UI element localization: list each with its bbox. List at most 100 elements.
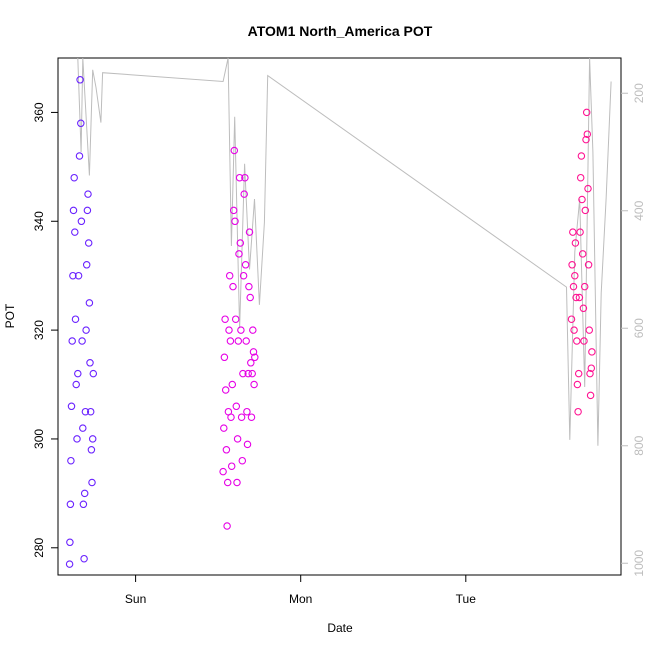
point-3-23 — [582, 108, 591, 117]
point-1-11 — [72, 380, 80, 389]
point-2-16 — [229, 206, 238, 215]
point-3-9 — [573, 380, 582, 389]
point-1-24 — [81, 407, 90, 416]
point-2-20 — [232, 402, 241, 411]
point-1-15 — [75, 152, 84, 160]
point-1-7 — [69, 206, 78, 215]
point-2-43 — [247, 413, 256, 421]
point-2-3 — [221, 315, 229, 323]
point-2-18 — [231, 217, 239, 226]
point-1-16 — [76, 76, 84, 84]
x-tick-label-1: Mon — [289, 592, 312, 606]
point-2-19 — [231, 315, 240, 323]
point-2-32 — [240, 190, 248, 198]
point-1-4 — [67, 402, 76, 411]
plot-frame — [57, 57, 622, 576]
point-1-6 — [69, 271, 77, 280]
point-2-44 — [248, 369, 256, 378]
point-2-41 — [246, 293, 254, 302]
point-2-9 — [225, 326, 233, 334]
point-1-36 — [89, 369, 98, 378]
point-1-5 — [68, 337, 76, 345]
point-2-48 — [251, 353, 259, 362]
point-2-28 — [237, 413, 246, 421]
point-2-33 — [241, 173, 249, 182]
point-3-25 — [584, 184, 592, 193]
point-1-17 — [77, 119, 85, 128]
point-3-6 — [571, 239, 580, 247]
point-3-3 — [569, 282, 578, 291]
point-2-0 — [219, 467, 227, 476]
point-2-40 — [245, 228, 254, 236]
point-1-31 — [86, 359, 94, 367]
point-3-7 — [572, 293, 580, 302]
series-1 — [65, 76, 98, 568]
point-2-34 — [241, 261, 250, 269]
point-1-8 — [70, 173, 78, 182]
point-2-31 — [239, 271, 248, 280]
y-tick-label-4: 360 — [32, 102, 46, 122]
point-1-32 — [86, 407, 95, 416]
point-2-23 — [234, 337, 243, 345]
point-2-38 — [244, 369, 252, 378]
y-tick-label-2: 320 — [32, 320, 46, 340]
point-1-33 — [87, 446, 96, 454]
point-2-37 — [243, 440, 252, 449]
y-tick-label-0: 280 — [32, 537, 46, 557]
point-2-7 — [223, 478, 232, 487]
point-1-34 — [88, 478, 96, 487]
point-3-8 — [573, 337, 581, 345]
point-1-29 — [84, 239, 93, 247]
point-1-2 — [66, 500, 75, 509]
point-1-14 — [74, 271, 83, 280]
y2-tick-label-4: 1000 — [632, 550, 646, 577]
point-1-0 — [65, 560, 74, 568]
x-tick-label-0: Sun — [125, 592, 146, 606]
y-axis: 280 300 320 340 360 — [32, 102, 58, 558]
point-2-11 — [226, 337, 235, 345]
point-3-17 — [578, 250, 587, 258]
point-1-10 — [71, 315, 80, 323]
point-1-18 — [77, 217, 86, 226]
point-3-2 — [569, 228, 577, 236]
point-2-15 — [229, 282, 237, 291]
point-3-18 — [579, 304, 588, 313]
point-3-19 — [580, 337, 588, 345]
point-1-12 — [73, 435, 81, 443]
point-2-26 — [236, 239, 245, 247]
point-3-27 — [585, 326, 594, 334]
point-2-22 — [233, 435, 242, 443]
point-2-2 — [220, 353, 229, 362]
x-tick-label-2: Tue — [456, 592, 477, 606]
point-1-3 — [67, 456, 75, 465]
point-1-22 — [80, 554, 88, 563]
point-2-17 — [230, 146, 239, 155]
point-2-6 — [223, 522, 231, 530]
point-3-1 — [568, 261, 576, 269]
point-2-25 — [235, 173, 244, 182]
point-1-1 — [66, 538, 74, 547]
point-3-31 — [588, 348, 596, 356]
chart-title: ATOM1 North_America POT — [248, 23, 433, 39]
point-3-28 — [586, 369, 594, 378]
y2-tick-label-0: 200 — [632, 83, 646, 103]
point-2-47 — [250, 380, 258, 389]
point-2-30 — [239, 369, 247, 378]
x-axis: Sun Mon Tue — [125, 575, 476, 606]
y-tick-label-3: 340 — [32, 211, 46, 231]
point-1-23 — [80, 489, 89, 498]
point-3-16 — [578, 195, 586, 204]
point-2-13 — [227, 462, 236, 470]
point-1-30 — [85, 299, 94, 307]
series-3 — [567, 108, 596, 416]
point-1-35 — [88, 435, 97, 443]
point-3-21 — [581, 206, 590, 215]
series-2 — [219, 146, 259, 530]
point-3-5 — [571, 271, 579, 280]
point-3-29 — [586, 391, 595, 400]
point-2-24 — [235, 250, 243, 258]
point-3-24 — [583, 130, 592, 138]
point-1-9 — [71, 228, 79, 236]
